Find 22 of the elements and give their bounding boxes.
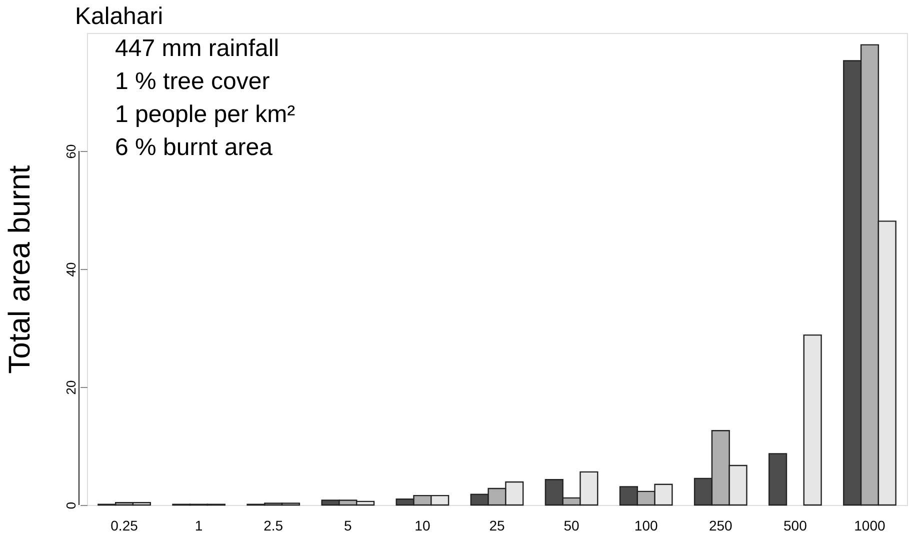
y-tick-label: 20: [64, 380, 78, 395]
x-tick-label: 1: [194, 518, 203, 534]
annotation: 447 mm rainfall: [115, 35, 280, 62]
x-tick-label: 0.25: [110, 518, 138, 534]
x-tick-label: 50: [564, 518, 580, 534]
x-tick-label: 5: [344, 518, 352, 534]
x-tick-label: 500: [784, 518, 808, 534]
x-tick-label: 25: [489, 518, 505, 534]
bar: [768, 453, 788, 506]
annotation: 1 people per km²: [115, 101, 296, 128]
x-tick-label: 1000: [854, 518, 886, 534]
x-tick-label: 100: [634, 518, 658, 534]
y-axis-title: Total area burnt: [4, 164, 36, 374]
x-tick-label: 10: [414, 518, 430, 534]
chart-title: Kalahari: [75, 3, 164, 30]
y-tick-label: 0: [64, 502, 78, 510]
y-tick-label: 40: [64, 262, 78, 277]
annotation: 6 % burnt area: [115, 134, 274, 161]
annotation: 1 % tree cover: [115, 68, 270, 95]
x-tick-label: 2.5: [264, 518, 284, 534]
x-tick-label: 250: [708, 518, 733, 534]
y-tick-label: 60: [64, 144, 78, 159]
